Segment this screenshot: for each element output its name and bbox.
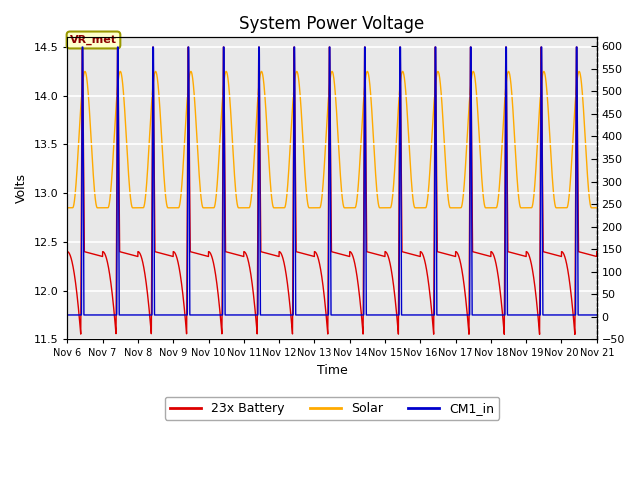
X-axis label: Time: Time — [317, 364, 348, 377]
Text: VR_met: VR_met — [70, 35, 117, 45]
Legend: 23x Battery, Solar, CM1_in: 23x Battery, Solar, CM1_in — [165, 397, 499, 420]
Title: System Power Voltage: System Power Voltage — [239, 15, 425, 33]
Y-axis label: Volts: Volts — [15, 173, 28, 204]
